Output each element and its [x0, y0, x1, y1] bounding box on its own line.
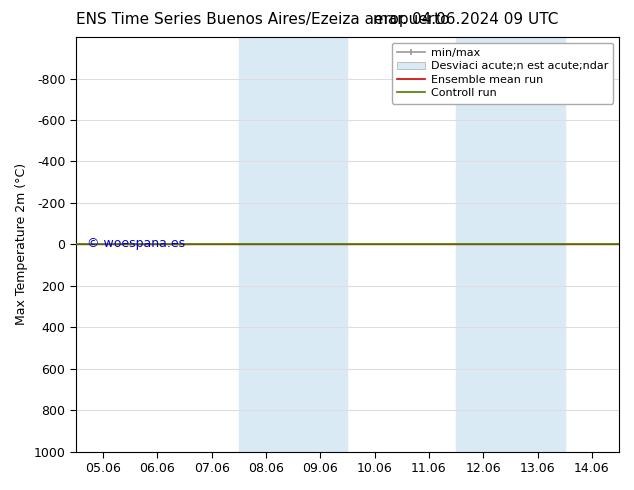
Y-axis label: Max Temperature 2m (°C): Max Temperature 2m (°C): [15, 163, 28, 325]
Text: mar. 04.06.2024 09 UTC: mar. 04.06.2024 09 UTC: [373, 12, 558, 27]
Bar: [293, 37, 347, 452]
Bar: [510, 37, 565, 452]
Text: ENS Time Series Buenos Aires/Ezeiza aeropuerto: ENS Time Series Buenos Aires/Ezeiza aero…: [76, 12, 450, 27]
Bar: [456, 37, 510, 452]
Text: © woespana.es: © woespana.es: [87, 237, 185, 250]
Bar: [239, 37, 293, 452]
Legend: min/max, Desviaci acute;n est acute;ndar, Ensemble mean run, Controll run: min/max, Desviaci acute;n est acute;ndar…: [392, 43, 614, 104]
